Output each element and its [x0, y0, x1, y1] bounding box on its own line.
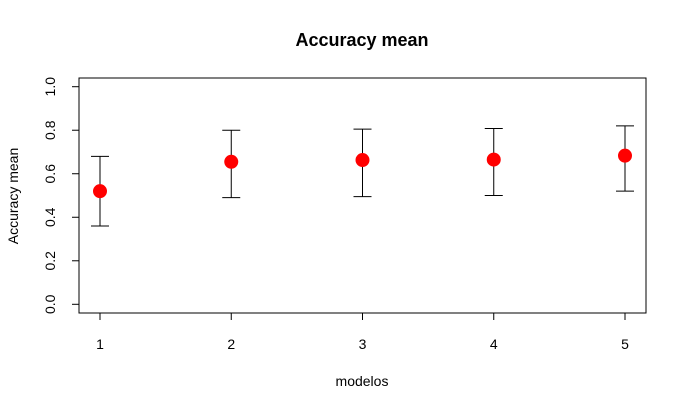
- x-tick-label: 5: [621, 336, 629, 352]
- data-points: [93, 148, 632, 199]
- data-point: [486, 152, 501, 167]
- y-tick-label: 1.0: [42, 77, 58, 97]
- y-axis-label: Accuracy mean: [5, 148, 21, 244]
- data-point: [93, 184, 107, 199]
- error-bars: [91, 125, 634, 227]
- x-axis: 1 2 3 4 5: [96, 312, 629, 352]
- x-tick-label: 3: [359, 336, 367, 352]
- x-axis-label: modelos: [336, 373, 389, 389]
- y-tick-label: 0.4: [42, 207, 58, 227]
- y-axis: 0.0 0.2 0.4 0.6 0.8 1.0: [42, 77, 80, 314]
- y-tick-label: 0.6: [42, 164, 58, 184]
- y-tick-label: 0.2: [42, 251, 58, 271]
- y-tick-label: 0.0: [42, 294, 58, 314]
- data-point: [618, 148, 632, 163]
- data-point: [355, 153, 370, 168]
- chart-title: Accuracy mean: [295, 30, 428, 50]
- x-tick-label: 2: [227, 336, 235, 352]
- x-tick-label: 1: [96, 336, 104, 352]
- x-tick-label: 4: [490, 336, 498, 352]
- y-tick-label: 0.8: [42, 120, 58, 140]
- data-point: [224, 154, 239, 169]
